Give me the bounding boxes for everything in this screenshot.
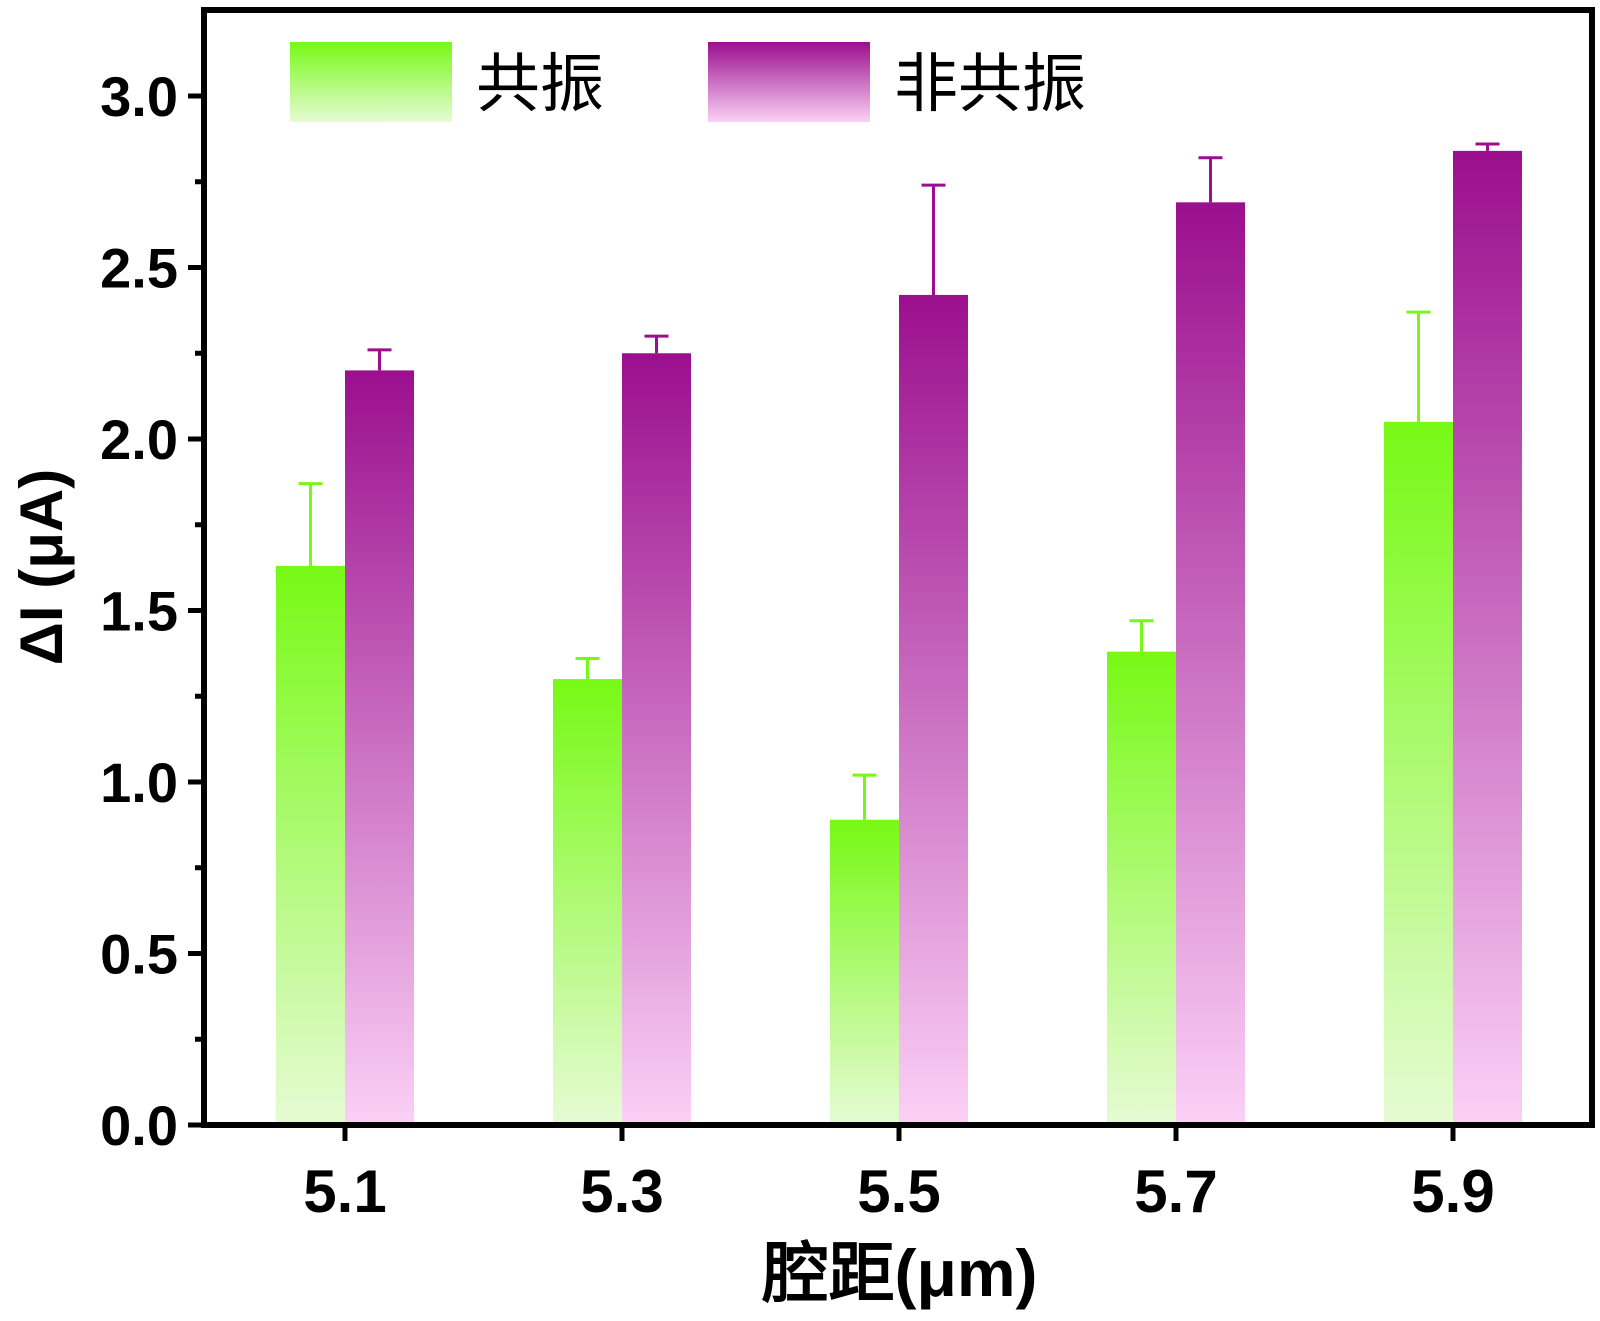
y-axis-title: ΔI (μA) (8, 469, 75, 665)
legend-label-resonant: 共振 (476, 48, 604, 120)
x-tick-label: 5.7 (1134, 1158, 1217, 1225)
y-tick-label: 2.5 (100, 237, 178, 300)
bar-resonant-5.3 (553, 679, 622, 1125)
bar-nonresonant-5.1 (345, 370, 414, 1125)
bar-nonresonant-5.9 (1453, 150, 1522, 1125)
y-tick-label: 3.0 (100, 65, 178, 128)
x-tick-label: 5.3 (580, 1158, 663, 1225)
y-tick-label: 1.0 (100, 751, 178, 814)
legend-label-nonresonant: 非共振 (894, 48, 1086, 120)
bar-nonresonant-5.3 (622, 353, 691, 1125)
bar-resonant-5.7 (1107, 651, 1176, 1125)
y-tick-label: 0.0 (100, 1094, 178, 1157)
x-tick-label: 5.9 (1411, 1158, 1494, 1225)
legend-swatch-nonresonant (708, 42, 870, 122)
bar-nonresonant-5.7 (1176, 202, 1245, 1125)
y-tick-label: 0.5 (100, 923, 178, 986)
legend-swatch-resonant (290, 42, 452, 122)
x-tick-label: 5.5 (857, 1158, 940, 1225)
bar-resonant-5.1 (276, 565, 345, 1125)
bar-resonant-5.5 (830, 819, 899, 1125)
x-axis-title: 腔距(μm) (761, 1236, 1037, 1310)
x-tick-label: 5.1 (303, 1158, 386, 1225)
bar-nonresonant-5.5 (899, 294, 968, 1125)
y-tick-label: 1.5 (100, 580, 178, 643)
y-tick-label: 2.0 (100, 408, 178, 471)
bar-resonant-5.9 (1384, 421, 1453, 1126)
